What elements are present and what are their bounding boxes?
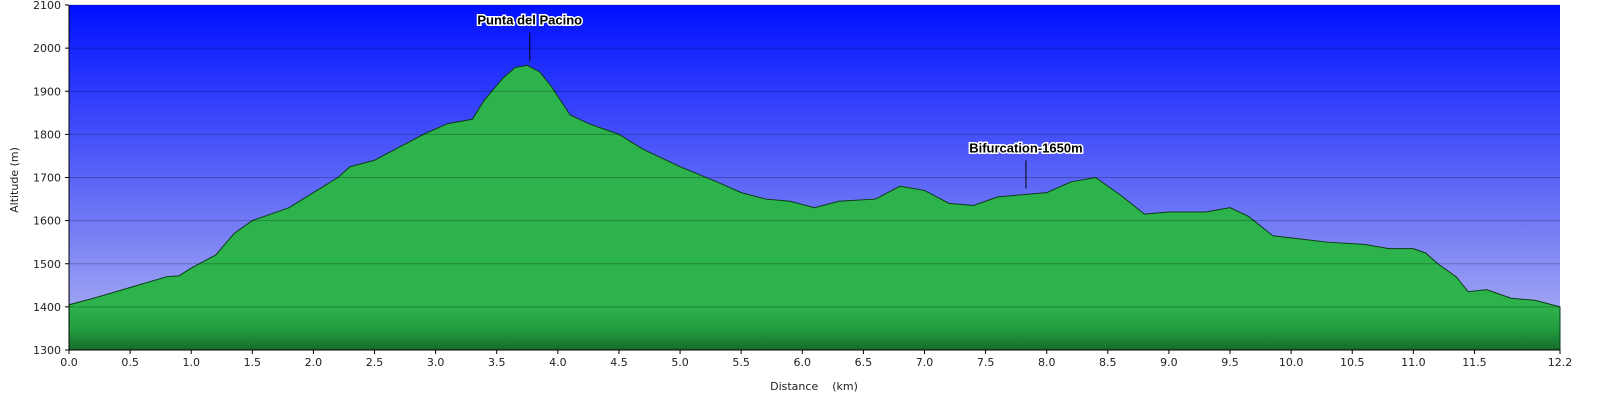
y-tick-label: 1900 bbox=[33, 85, 61, 98]
x-tick-label: 6.5 bbox=[855, 356, 873, 369]
x-tick-label: 3.0 bbox=[427, 356, 445, 369]
annotation: Punta del Pacino bbox=[477, 13, 582, 28]
x-tick-label: 7.0 bbox=[916, 356, 934, 369]
x-tick-label: 12.2 bbox=[1548, 356, 1573, 369]
y-tick-label: 1400 bbox=[33, 301, 61, 314]
annotation: Bifurcation-1650m bbox=[969, 140, 1082, 155]
x-tick-label: 1.0 bbox=[182, 356, 200, 369]
x-tick-label: 3.5 bbox=[488, 356, 506, 369]
x-tick-label: 5.0 bbox=[671, 356, 689, 369]
y-tick-label: 2000 bbox=[33, 42, 61, 55]
y-tick-label: 1300 bbox=[33, 344, 61, 357]
x-tick-label: 11.0 bbox=[1401, 356, 1426, 369]
x-tick-label: 7.5 bbox=[977, 356, 995, 369]
y-tick-label: 1500 bbox=[33, 258, 61, 271]
y-tick-label: 1800 bbox=[33, 128, 61, 141]
x-tick-label: 10.5 bbox=[1340, 356, 1365, 369]
x-tick-label: 2.5 bbox=[366, 356, 384, 369]
x-tick-label: 9.5 bbox=[1221, 356, 1239, 369]
x-tick-label: 8.0 bbox=[1038, 356, 1056, 369]
x-tick-label: 10.0 bbox=[1279, 356, 1304, 369]
x-tick-label: 8.5 bbox=[1099, 356, 1117, 369]
x-tick-label: 2.0 bbox=[305, 356, 323, 369]
y-tick-label: 1600 bbox=[33, 215, 61, 228]
y-axis-label: Altitude (m) bbox=[8, 147, 21, 213]
x-tick-label: 6.0 bbox=[794, 356, 812, 369]
y-tick-label: 2100 bbox=[33, 0, 61, 12]
x-tick-label: 0.5 bbox=[121, 356, 139, 369]
x-tick-label: 9.0 bbox=[1160, 356, 1178, 369]
x-tick-label: 4.0 bbox=[549, 356, 567, 369]
x-tick-label: 0.0 bbox=[60, 356, 78, 369]
x-axis-label: Distance (km) bbox=[770, 380, 858, 393]
x-tick-label: 5.5 bbox=[732, 356, 750, 369]
x-tick-label: 4.5 bbox=[610, 356, 628, 369]
x-tick-label: 11.5 bbox=[1462, 356, 1487, 369]
x-tick-label: 1.5 bbox=[244, 356, 262, 369]
elevation-area bbox=[68, 64, 1561, 351]
y-tick-label: 1700 bbox=[33, 172, 61, 185]
